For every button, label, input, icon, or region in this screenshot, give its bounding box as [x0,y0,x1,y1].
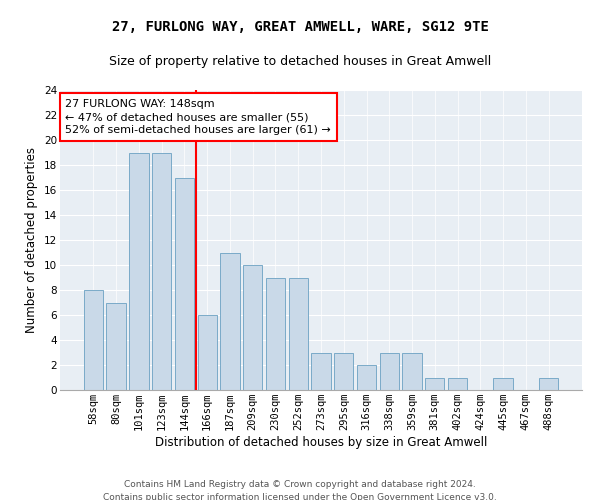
Bar [311,352,331,390]
Bar [403,352,422,390]
Y-axis label: Number of detached properties: Number of detached properties [25,147,38,333]
Text: 27, FURLONG WAY, GREAT AMWELL, WARE, SG12 9TE: 27, FURLONG WAY, GREAT AMWELL, WARE, SG1… [112,20,488,34]
Bar [289,278,308,390]
Text: 27 FURLONG WAY: 148sqm
← 47% of detached houses are smaller (55)
52% of semi-det: 27 FURLONG WAY: 148sqm ← 47% of detached… [65,99,331,136]
Bar [357,365,376,390]
Bar [197,315,217,390]
Bar [84,290,103,390]
Bar [220,252,239,390]
Bar [425,378,445,390]
Text: Contains HM Land Registry data © Crown copyright and database right 2024.: Contains HM Land Registry data © Crown c… [124,480,476,489]
Bar [334,352,353,390]
Bar [266,278,285,390]
Bar [493,378,513,390]
Text: Contains public sector information licensed under the Open Government Licence v3: Contains public sector information licen… [103,492,497,500]
Bar [129,152,149,390]
Bar [243,265,262,390]
Bar [539,378,558,390]
X-axis label: Distribution of detached houses by size in Great Amwell: Distribution of detached houses by size … [155,436,487,449]
Bar [175,178,194,390]
Bar [152,152,172,390]
Text: Size of property relative to detached houses in Great Amwell: Size of property relative to detached ho… [109,55,491,68]
Bar [106,302,126,390]
Bar [448,378,467,390]
Bar [380,352,399,390]
